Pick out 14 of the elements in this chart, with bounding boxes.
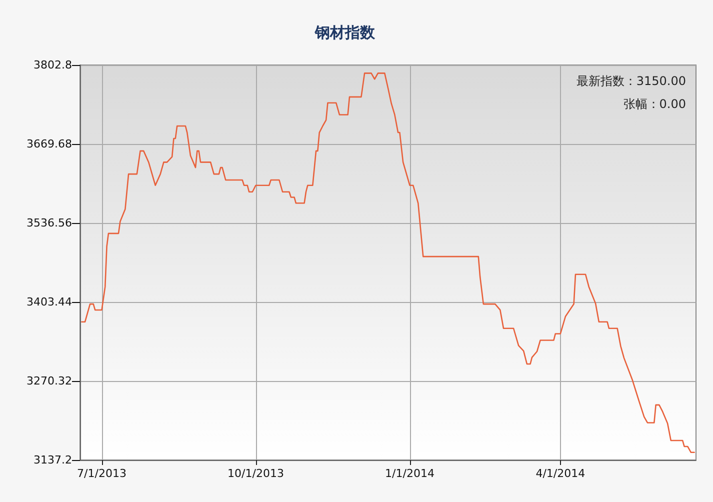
annotation: 张幅：0.00 <box>623 97 686 111</box>
annotation: 最新指数：3150.00 <box>576 74 686 88</box>
y-tick-label: 3802.8 <box>34 58 72 72</box>
line-series <box>81 72 695 454</box>
x-tick-label: 1/1/2014 <box>385 467 434 480</box>
y-tick-label: 3536.56 <box>26 216 72 230</box>
y-tick-label: 3403.44 <box>26 296 72 308</box>
y-tick-label: 3270.32 <box>26 374 72 388</box>
x-tick-label: 7/1/2013 <box>77 467 126 480</box>
x-tick-label: 4/1/2014 <box>536 467 586 480</box>
y-tick-label: 3669.68 <box>26 138 72 150</box>
y-tick-label: 3137.2 <box>34 454 72 466</box>
chart-title: 钢材指数 <box>314 24 376 42</box>
x-tick-label: 10/1/2013 <box>228 467 284 480</box>
